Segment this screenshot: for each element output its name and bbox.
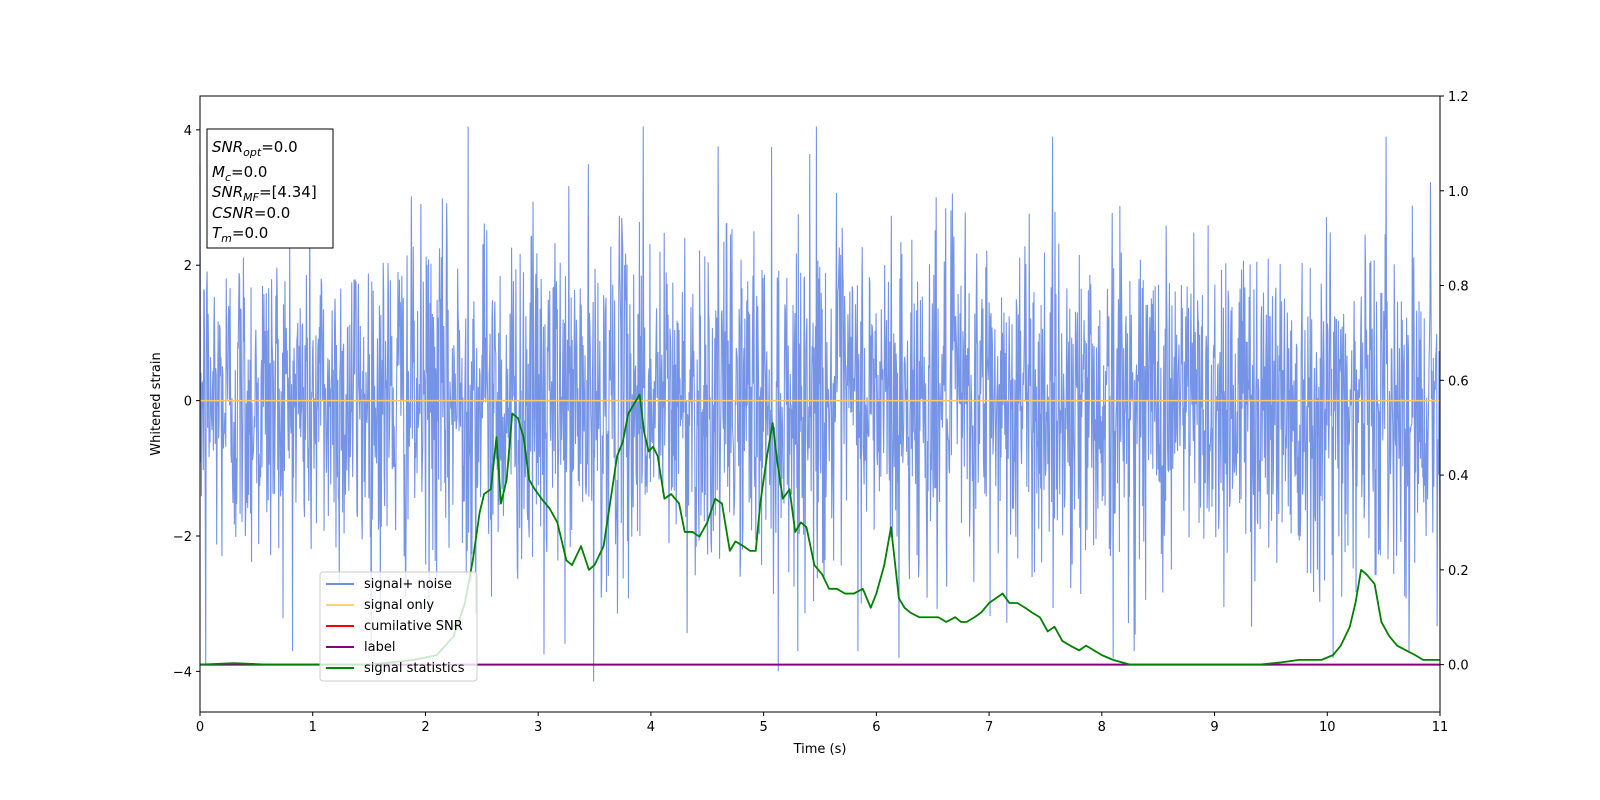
x-tick-label: 11 — [1432, 720, 1449, 735]
y-right-tick-label: 0.0 — [1448, 659, 1469, 674]
annotation-mc: Mc=0.0 — [212, 163, 267, 184]
y-right-tick-label: 0.2 — [1448, 564, 1469, 579]
y-left-tick-label: −2 — [173, 530, 192, 545]
y-left-tick-label: −4 — [173, 665, 192, 680]
x-tick-label: 5 — [759, 720, 767, 735]
tm-symbol: T — [212, 224, 223, 242]
snr-opt-value: =0.0 — [261, 138, 297, 156]
annotation-frame — [206, 128, 334, 249]
plot-frame — [199, 95, 1441, 713]
annotation-tm: Tm=0.0 — [212, 224, 268, 245]
x-tick-label: 6 — [872, 720, 880, 735]
signal-noise-series — [199, 126, 1441, 682]
x-tick-label: 4 — [647, 720, 655, 735]
legend-frame — [319, 571, 478, 682]
y-axis-left-ticks: −4 −2 0 2 4 — [173, 124, 200, 680]
x-tick-label: 2 — [421, 720, 429, 735]
x-axis-ticks: 0 1 2 3 4 5 6 7 8 9 10 11 — [196, 712, 1448, 735]
y-right-tick-label: 1.0 — [1448, 185, 1469, 200]
mc-value: =0.0 — [231, 163, 267, 181]
x-tick-label: 7 — [985, 720, 993, 735]
tm-value: =0.0 — [232, 224, 268, 242]
y-right-tick-label: 0.6 — [1448, 374, 1469, 389]
csnr-symbol: CSNR — [212, 204, 254, 222]
y-left-tick-label: 0 — [184, 395, 192, 410]
signal-statistics-series — [199, 393, 1440, 666]
x-tick-label: 9 — [1210, 720, 1218, 735]
legend-label-cumulative-snr: cumilative SNR — [364, 619, 463, 634]
mc-symbol: M — [212, 163, 225, 181]
legend-label-signal-only: signal only — [364, 598, 434, 613]
snr-opt-subscript: opt — [243, 146, 262, 159]
y-axis-right-ticks: 0.0 0.2 0.4 0.6 0.8 1.0 1.2 — [1440, 90, 1469, 674]
legend-label-label: label — [364, 640, 395, 655]
mc-subscript: c — [225, 171, 231, 184]
legend-label-signal-statistics: signal statistics — [364, 661, 465, 676]
y-left-tick-label: 2 — [184, 259, 192, 274]
x-tick-label: 1 — [309, 720, 317, 735]
stats-annotation-box: SNRopt=0.0 Mc=0.0 SNRMF=[4.34] CSNR=0.0 … — [206, 128, 334, 249]
annotation-snr-opt: SNRopt=0.0 — [212, 138, 298, 159]
annotation-csnr: CSNR=0.0 — [212, 204, 290, 222]
x-tick-label: 0 — [196, 720, 204, 735]
x-axis-label: Time (s) — [793, 742, 847, 757]
tm-subscript: m — [221, 232, 232, 245]
csnr-value: =0.0 — [254, 204, 290, 222]
annotation-snr-mf: SNRMF=[4.34] — [212, 183, 317, 204]
legend-label-signal-noise: signal+ noise — [364, 577, 452, 592]
y-left-tick-label: 4 — [184, 124, 192, 139]
snr-opt-symbol: SNR — [212, 138, 243, 156]
x-tick-label: 3 — [534, 720, 542, 735]
x-tick-label: 10 — [1319, 720, 1336, 735]
y-right-tick-label: 1.2 — [1448, 90, 1469, 105]
y-right-tick-label: 0.4 — [1448, 469, 1469, 484]
snr-mf-value: =[4.34] — [259, 183, 317, 201]
snr-mf-symbol: SNR — [212, 183, 243, 201]
signal-statistics-line — [199, 393, 1440, 666]
snr-mf-subscript: MF — [243, 191, 259, 204]
x-tick-label: 8 — [1098, 720, 1106, 735]
legend: signal+ noise signal only cumilative SNR… — [319, 571, 478, 682]
signal-noise-line — [199, 126, 1441, 682]
y-axis-label: Whitened strain — [149, 352, 164, 455]
y-right-tick-label: 0.8 — [1448, 280, 1469, 295]
